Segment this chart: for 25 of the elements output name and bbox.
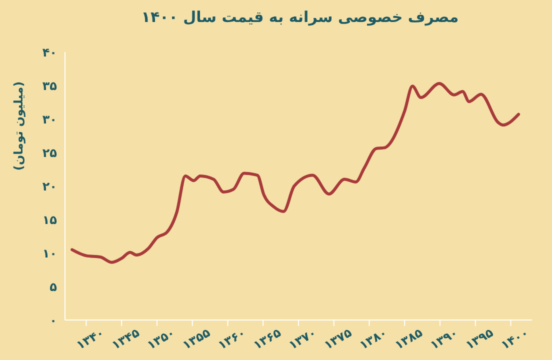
x-tick-label: ۱۳۵۵ (180, 326, 213, 352)
x-tick-label: ۱۴۰۰ (498, 326, 531, 352)
x-tick-label: ۱۳۶۰ (216, 326, 248, 352)
y-tick-label: ۲۵ (42, 146, 57, 160)
y-tick-label: ۲۰ (42, 179, 57, 194)
x-tick-label: ۱۳۷۵ (322, 326, 354, 352)
x-tick-label: ۱۳۹۰ (428, 326, 460, 352)
x-tick-label: ۱۳۶۵ (250, 326, 284, 352)
x-tick-label: ۱۳۹۵ (463, 326, 496, 352)
x-tick-label: ۱۳۴۰ (74, 326, 106, 352)
x-tick-label: ۱۳۷۰ (286, 326, 319, 352)
y-tick-label: ۳۵ (42, 78, 57, 93)
x-tick-label: ۱۳۴۵ (109, 326, 142, 352)
x-tick-label: ۱۳۸۵ (392, 326, 425, 352)
line-series (70, 82, 520, 264)
x-tick-label: ۱۳۵۰ (144, 326, 178, 352)
y-tick-label: ۵ (50, 280, 57, 294)
y-axis-title: (میلیون تومان) (11, 81, 26, 171)
y-tick-label: ۱۰ (42, 246, 57, 260)
x-tick-label: ۱۳۸۰ (357, 326, 390, 352)
chart-title: مصرف خصوصی سرانه به قیمت سال ۱۴۰۰ (140, 8, 460, 26)
y-tick-label: ۰ (50, 313, 57, 328)
y-tick-label: ۳۰ (42, 112, 57, 126)
y-tick-label: ۱۵ (42, 212, 57, 227)
y-tick-label: ۴۰ (42, 45, 57, 60)
